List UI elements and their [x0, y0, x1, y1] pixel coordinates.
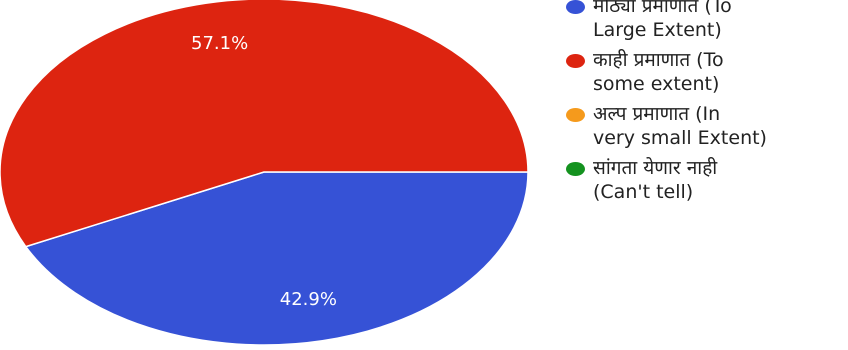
legend-swatch-some-extent [566, 54, 585, 68]
legend-swatch-cant-tell [566, 162, 585, 176]
legend-item-some-extent: काही प्रमाणात (To some extent) [566, 48, 846, 96]
legend-swatch-small-extent [566, 108, 585, 122]
legend-label-small-extent: अल्प प्रमाणात (In very small Extent) [593, 103, 767, 149]
pie-slice-0 [24, 171, 529, 346]
legend-item-large-extent: मोठ्या प्रमाणात (To Large Extent) [566, 0, 846, 42]
legend-label-some-extent: काही प्रमाणात (To some extent) [593, 49, 724, 95]
legend-swatch-large-extent [566, 0, 585, 14]
pie-slice-1 [0, 0, 529, 248]
pie-slice-label-0: 42.9% [280, 289, 337, 310]
legend-item-cant-tell: सांगता येणार नाही (Can't tell) [566, 156, 846, 204]
legend: मोठ्या प्रमाणात (To Large Extent) काही प… [566, 0, 846, 210]
legend-label-cant-tell: सांगता येणार नाही (Can't tell) [593, 157, 718, 203]
legend-item-small-extent: अल्प प्रमाणात (In very small Extent) [566, 102, 846, 150]
legend-label-large-extent: मोठ्या प्रमाणात (To Large Extent) [593, 0, 732, 41]
pie-slice-label-1: 57.1% [191, 33, 248, 54]
